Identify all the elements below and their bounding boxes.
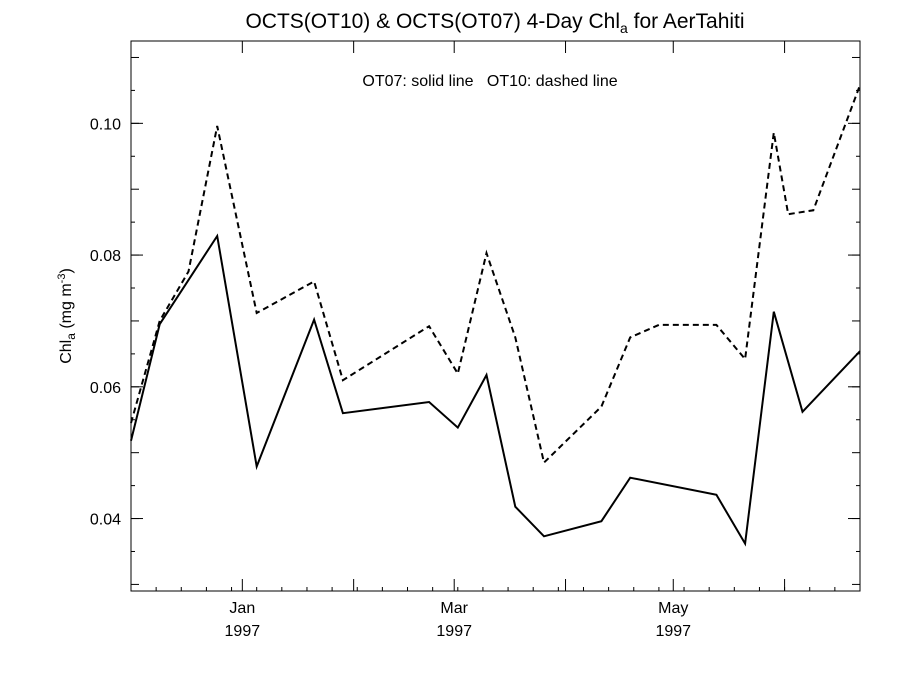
y-axis-label: Chla (mg m-3) bbox=[56, 268, 78, 364]
chart-title-subscript: a bbox=[620, 20, 628, 36]
x-tick-label-month: May bbox=[658, 600, 688, 617]
x-tick-label-year: 1997 bbox=[225, 623, 261, 640]
y-tick-label: 0.06 bbox=[90, 380, 121, 397]
chart-title: OCTS(OT10) & OCTS(OT07) 4-Day Chla for A… bbox=[245, 10, 744, 36]
y-tick-label: 0.08 bbox=[90, 248, 121, 265]
chart-title-suffix: for AerTahiti bbox=[628, 10, 745, 33]
y-axis-label-close: ) bbox=[58, 268, 75, 273]
x-tick-label-month: Jan bbox=[229, 600, 255, 617]
y-axis-label-subscript: a bbox=[64, 333, 78, 340]
series-line-ot10 bbox=[130, 84, 861, 465]
y-axis-label-base: Chl bbox=[58, 340, 75, 364]
series-line-ot07 bbox=[130, 233, 861, 547]
x-axis-ticks: Jan 1997 Mar 1997 May 1997 bbox=[130, 41, 836, 640]
chart-title-main: OCTS(OT10) & OCTS(OT07) 4-Day Chl bbox=[245, 10, 620, 33]
y-axis-label-superscript: -3 bbox=[56, 274, 68, 284]
x-tick-label-year: 1997 bbox=[436, 623, 472, 640]
y-axis-label-units: (mg m bbox=[58, 283, 75, 333]
x-tick-label-year: 1997 bbox=[655, 623, 691, 640]
y-axis-ticks: 0.04 0.06 0.08 0.10 bbox=[90, 56, 860, 585]
x-tick-label-month: Mar bbox=[440, 600, 468, 617]
plot-frame bbox=[130, 40, 861, 592]
series-layer bbox=[130, 84, 861, 547]
y-tick-label: 0.04 bbox=[90, 512, 121, 529]
y-tick-label: 0.10 bbox=[90, 116, 121, 133]
legend-note: OT07: solid line OT10: dashed line bbox=[362, 73, 617, 90]
